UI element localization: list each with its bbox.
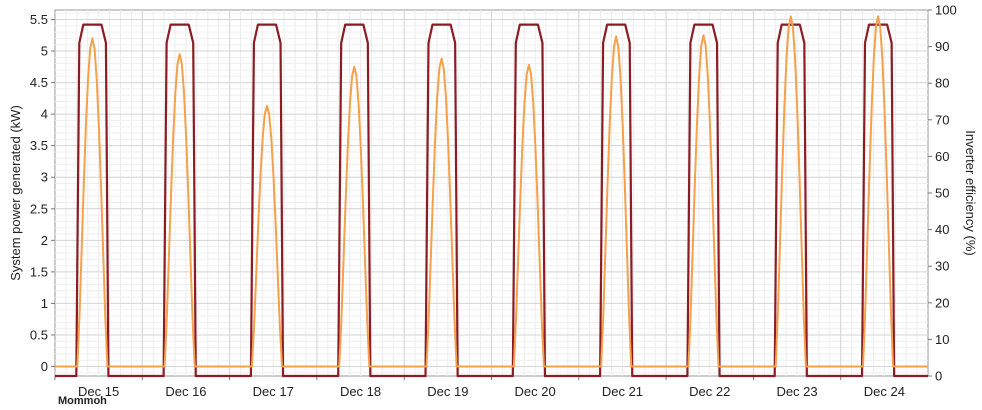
inverter-efficiency-line bbox=[55, 23, 928, 378]
legend-fragment: Mommoh bbox=[58, 395, 107, 405]
right-tick-label: 20 bbox=[935, 295, 949, 310]
system-power-line bbox=[55, 15, 928, 368]
left-tick-label: 2.5 bbox=[30, 201, 48, 216]
right-tick-label: 30 bbox=[935, 259, 949, 274]
left-tick-label: 5.5 bbox=[30, 12, 48, 27]
right-tick-label: 90 bbox=[935, 39, 949, 54]
x-tick-label: Dec 22 bbox=[689, 384, 730, 399]
left-tick-label: 4.5 bbox=[30, 75, 48, 90]
right-tick-label: 10 bbox=[935, 332, 949, 347]
x-tick-label: Dec 21 bbox=[602, 384, 643, 399]
right-tick-label: 80 bbox=[935, 76, 949, 91]
x-tick-label: Dec 23 bbox=[776, 384, 817, 399]
x-tick-label: Dec 18 bbox=[340, 384, 381, 399]
left-tick-label: 0.5 bbox=[30, 327, 48, 342]
right-tick-label: 0 bbox=[935, 369, 942, 384]
right-tick-label: 40 bbox=[935, 222, 949, 237]
right-tick-label: 100 bbox=[935, 3, 957, 18]
x-tick-label: Dec 20 bbox=[515, 384, 556, 399]
right-y-axis: 0 10 20 30 40 50 60 70 80 90 100 bbox=[928, 3, 957, 384]
x-tick-label: Dec 15 bbox=[78, 384, 119, 399]
grid-lines bbox=[55, 10, 928, 376]
left-tick-label: 3 bbox=[41, 170, 48, 185]
x-tick-label: Dec 16 bbox=[165, 384, 206, 399]
left-tick-label: 0 bbox=[41, 359, 48, 374]
left-y-axis: 0 0.5 1 1.5 2 2.5 3 3.5 4 4.5 5 5.5 bbox=[30, 12, 55, 374]
right-tick-label: 70 bbox=[935, 112, 949, 127]
left-tick-label: 3.5 bbox=[30, 138, 48, 153]
x-tick-label: Dec 24 bbox=[864, 384, 905, 399]
right-tick-label: 50 bbox=[935, 186, 949, 201]
x-tick-label: Dec 17 bbox=[253, 384, 294, 399]
left-axis-title: System power generated (kW) bbox=[8, 105, 23, 281]
right-tick-label: 60 bbox=[935, 149, 949, 164]
x-axis: Dec 15 Dec 16 Dec 17 Dec 18 Dec 19 Dec 20 Dec … bbox=[54, 376, 905, 399]
left-tick-label: 1.5 bbox=[30, 264, 48, 279]
left-tick-label: 1 bbox=[41, 296, 48, 311]
left-tick-label: 4 bbox=[41, 107, 48, 122]
x-tick-label: Dec 19 bbox=[427, 384, 468, 399]
left-tick-label: 2 bbox=[41, 233, 48, 248]
series-lines bbox=[55, 15, 928, 378]
right-axis-title: Inverter efficiency (%) bbox=[963, 130, 978, 255]
left-tick-label: 5 bbox=[41, 44, 48, 59]
